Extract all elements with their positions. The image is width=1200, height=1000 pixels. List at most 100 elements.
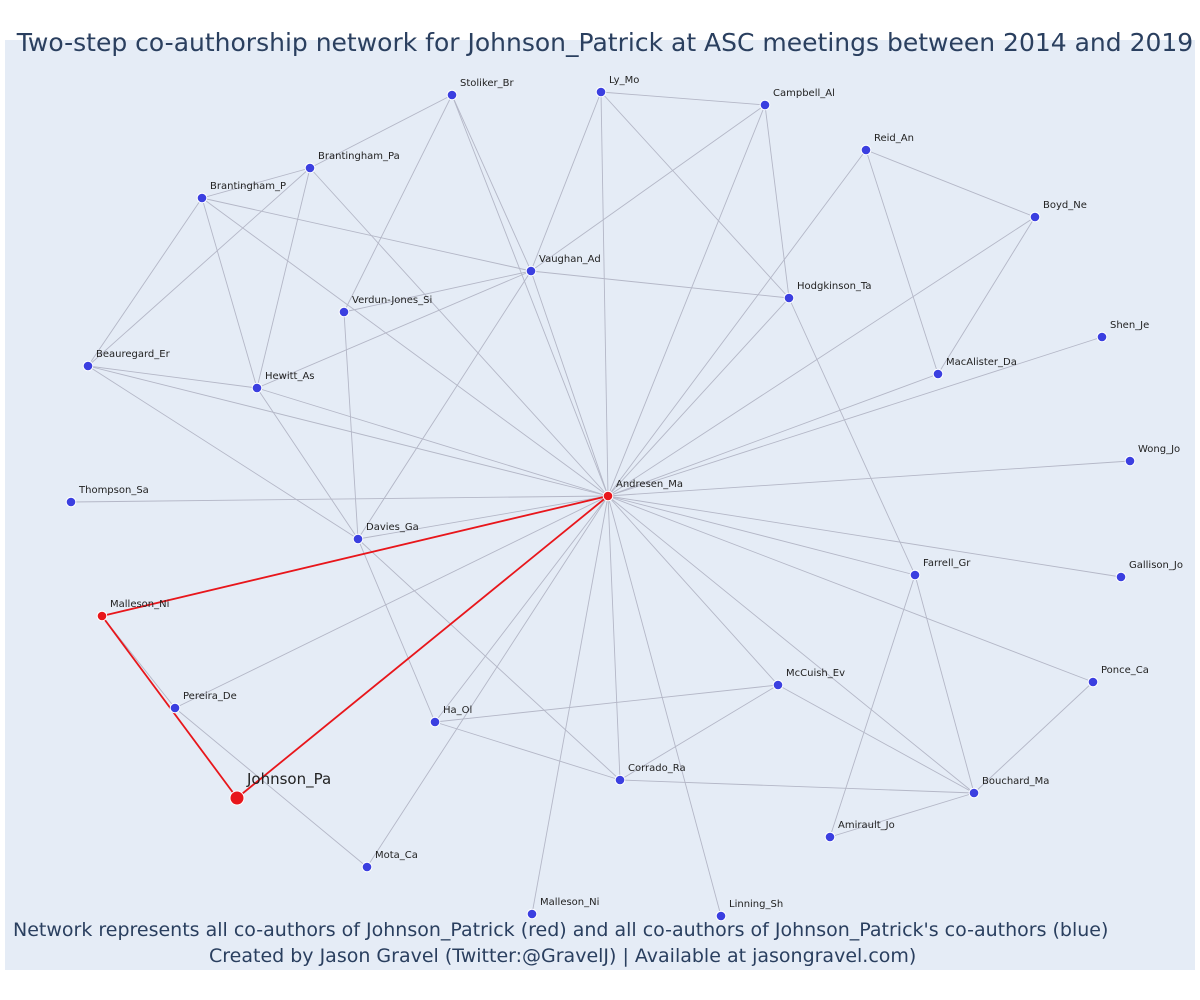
node-wong-jo[interactable] bbox=[1124, 455, 1136, 467]
edge-amirault-jo-bouchard-ma bbox=[829, 792, 975, 838]
edge-andresen-ma-corrado-ra bbox=[607, 495, 621, 781]
node-pereira-de[interactable] bbox=[169, 702, 181, 714]
edge-stoliker-br-verdun-jones-si bbox=[343, 94, 453, 313]
edge-andresen-ma-hodgkinson-ta bbox=[607, 297, 790, 497]
edge-andresen-ma-linning-sh bbox=[607, 495, 722, 917]
node-beauregard-er[interactable] bbox=[82, 360, 94, 372]
node-label-brantingham-p: Brantingham_P bbox=[210, 181, 286, 192]
edge-reid-an-macalister-da bbox=[865, 149, 939, 375]
edge-andresen-ma-campbell-al bbox=[607, 104, 766, 497]
edge-ly-mo-hodgkinson-ta bbox=[600, 91, 790, 299]
node-hewitt-as[interactable] bbox=[251, 382, 263, 394]
edge-campbell-al-hodgkinson-ta bbox=[764, 104, 790, 299]
edge-boyd-ne-macalister-da bbox=[937, 216, 1036, 375]
node-label-ha-ol: Ha_Ol bbox=[443, 705, 472, 716]
node-andresen-ma[interactable] bbox=[602, 490, 614, 502]
node-thompson-sa[interactable] bbox=[65, 496, 77, 508]
edge-ly-mo-vaughan-ad bbox=[530, 91, 602, 272]
edge-farrell-gr-amirault-jo bbox=[829, 574, 916, 838]
node-label-malleson-ni-1: Malleson_Ni bbox=[110, 599, 169, 610]
node-campbell-al[interactable] bbox=[759, 99, 771, 111]
edge-andresen-ma-hewitt-as bbox=[256, 387, 609, 497]
edge-brantingham-pa-brantingham-p bbox=[201, 167, 311, 199]
edge-ha-ol-corrado-ra bbox=[434, 721, 621, 781]
edge-andresen-ma-brantingham-p bbox=[201, 197, 609, 497]
node-label-reid-an: Reid_An bbox=[874, 133, 914, 144]
node-mccuish-ev[interactable] bbox=[772, 679, 784, 691]
node-label-macalister-da: MacAlister_Da bbox=[946, 357, 1017, 368]
node-malleson-ni-2[interactable] bbox=[526, 908, 538, 920]
edge-andresen-ma-ha-ol bbox=[434, 495, 609, 723]
node-bouchard-ma[interactable] bbox=[968, 787, 980, 799]
node-label-pereira-de: Pereira_De bbox=[183, 691, 237, 702]
node-brantingham-pa[interactable] bbox=[304, 162, 316, 174]
node-amirault-jo[interactable] bbox=[824, 831, 836, 843]
node-vaughan-ad[interactable] bbox=[525, 265, 537, 277]
node-label-hewitt-as: Hewitt_As bbox=[265, 371, 315, 382]
node-label-andresen-ma: Andresen_Ma bbox=[616, 479, 683, 490]
node-verdun-jones-si[interactable] bbox=[338, 306, 350, 318]
edge-davies-ga-ha-ol bbox=[357, 538, 436, 723]
node-mota-ca[interactable] bbox=[361, 861, 373, 873]
edge-ly-mo-campbell-al bbox=[600, 91, 766, 106]
edge-andresen-ma-gallison-jo bbox=[607, 495, 1122, 578]
node-label-corrado-ra: Corrado_Ra bbox=[628, 763, 686, 774]
footnote-line-1: Network represents all co-authors of Joh… bbox=[13, 919, 1109, 941]
node-malleson-ni-1[interactable] bbox=[96, 610, 108, 622]
node-gallison-jo[interactable] bbox=[1115, 571, 1127, 583]
node-label-ponce-ca: Ponce_Ca bbox=[1101, 665, 1149, 676]
node-ponce-ca[interactable] bbox=[1087, 676, 1099, 688]
edge-reid-an-boyd-ne bbox=[865, 149, 1036, 218]
node-ly-mo[interactable] bbox=[595, 86, 607, 98]
edge-johnson-pa-andresen-ma bbox=[236, 495, 609, 799]
edge-andresen-ma-reid-an bbox=[607, 149, 867, 497]
focal-edges-layer bbox=[101, 495, 609, 799]
edge-stoliker-br-brantingham-pa bbox=[309, 94, 453, 169]
node-shen-je[interactable] bbox=[1096, 331, 1108, 343]
edge-mccuish-ev-corrado-ra bbox=[619, 684, 779, 781]
node-linning-sh[interactable] bbox=[715, 910, 727, 922]
edge-vaughan-ad-verdun-jones-si bbox=[343, 270, 532, 313]
node-corrado-ra[interactable] bbox=[614, 774, 626, 786]
node-macalister-da[interactable] bbox=[932, 368, 944, 380]
edge-andresen-ma-mccuish-ev bbox=[607, 495, 779, 686]
edge-mccuish-ev-bouchard-ma bbox=[777, 684, 975, 794]
node-reid-an[interactable] bbox=[860, 144, 872, 156]
edge-brantingham-pa-hewitt-as bbox=[256, 167, 311, 389]
edge-johnson-pa-malleson-ni-1 bbox=[101, 615, 238, 799]
chart-title: Two-step co-authorship network for Johns… bbox=[16, 28, 1194, 57]
node-label-shen-je: Shen_Je bbox=[1110, 320, 1149, 331]
edge-andresen-ma-davies-ga bbox=[357, 495, 609, 540]
node-hodgkinson-ta[interactable] bbox=[783, 292, 795, 304]
node-ha-ol[interactable] bbox=[429, 716, 441, 728]
edge-andresen-ma-bouchard-ma bbox=[607, 495, 975, 794]
edge-andresen-ma-malleson-ni-1 bbox=[101, 495, 609, 617]
node-label-amirault-jo: Amirault_Jo bbox=[838, 820, 895, 831]
edge-andresen-ma-boyd-ne bbox=[607, 216, 1036, 497]
node-label-stoliker-br: Stoliker_Br bbox=[460, 78, 515, 89]
node-brantingham-p[interactable] bbox=[196, 192, 208, 204]
node-label-wong-jo: Wong_Jo bbox=[1138, 444, 1180, 455]
node-davies-ga[interactable] bbox=[352, 533, 364, 545]
node-farrell-gr[interactable] bbox=[909, 569, 921, 581]
edge-brantingham-p-hewitt-as bbox=[201, 197, 258, 389]
edge-mccuish-ev-ha-ol bbox=[434, 684, 779, 723]
edge-andresen-ma-farrell-gr bbox=[607, 495, 916, 576]
node-stoliker-br[interactable] bbox=[446, 89, 458, 101]
edge-andresen-ma-stoliker-br bbox=[451, 94, 609, 497]
edge-andresen-ma-malleson-ni-2 bbox=[531, 495, 609, 915]
edge-vaughan-ad-davies-ga bbox=[357, 270, 532, 540]
edge-andresen-ma-thompson-sa bbox=[70, 495, 609, 503]
node-label-thompson-sa: Thompson_Sa bbox=[78, 485, 149, 496]
edge-brantingham-p-beauregard-er bbox=[87, 197, 203, 367]
node-label-brantingham-pa: Brantingham_Pa bbox=[318, 151, 400, 162]
edge-beauregard-er-hewitt-as bbox=[87, 365, 258, 389]
node-johnson-pa[interactable] bbox=[229, 790, 245, 806]
edge-farrell-gr-bouchard-ma bbox=[914, 574, 975, 794]
node-boyd-ne[interactable] bbox=[1029, 211, 1041, 223]
edge-andresen-ma-pereira-de bbox=[174, 495, 609, 709]
node-label-farrell-gr: Farrell_Gr bbox=[923, 558, 971, 569]
edge-ponce-ca-bouchard-ma bbox=[973, 681, 1094, 794]
node-label-davies-ga: Davies_Ga bbox=[366, 522, 419, 533]
